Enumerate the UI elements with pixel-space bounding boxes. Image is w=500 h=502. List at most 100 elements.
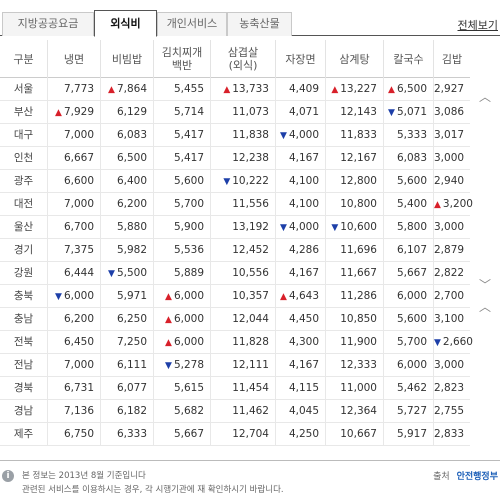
price-cell-samgyeopsal: 10,556 xyxy=(211,262,276,285)
price-cell-samgyeopsal: 11,462 xyxy=(211,400,276,423)
price-cell-kalguksu: 5,700 xyxy=(384,331,434,354)
price-value: 7,375 xyxy=(63,244,94,256)
price-value: 3,200 xyxy=(442,198,473,210)
price-value: 3,086 xyxy=(434,106,465,118)
category-tabs: 지방공공요금 외식비 개인서비스 농축산물 전체보기 xyxy=(0,0,500,37)
table-row: 인천 6,667 6,500 5,417 12,238 4,167 12,167 6,083 3… xyxy=(0,147,470,170)
price-value: 7,929 xyxy=(63,106,94,118)
triangle-down-icon: ▼ xyxy=(280,131,287,141)
chevron-up-icon[interactable]: ︿ xyxy=(478,90,491,104)
price-cell-kalguksu: 5,600 xyxy=(384,170,434,193)
price-value: 5,889 xyxy=(173,267,204,279)
price-table: 구분 냉면 비빔밥 김치찌개 백반 삼겹살 (외식) 자장면 삼계탕 칼국수 김밥 서울 7,773 ▲… xyxy=(0,40,500,458)
table-row: 강원 6,444 ▼ 5,500 5,889 10,556 4,167 11,667 5,667… xyxy=(0,262,470,285)
price-value: 3,017 xyxy=(434,129,465,141)
price-value: 2,700 xyxy=(434,290,465,302)
price-cell-gimbap: 2,822 xyxy=(434,262,470,285)
price-value: 6,400 xyxy=(116,175,147,187)
table-row: 대구 7,000 6,083 5,417 11,838 ▼ 4,000 11,833 5,333… xyxy=(0,124,470,147)
tab-agricultural-products[interactable]: 농축산물 xyxy=(227,12,292,36)
price-cell-naengmyeon: 7,375 xyxy=(48,239,101,262)
column-header-region: 구분 xyxy=(0,40,48,78)
region-cell: 광주 xyxy=(0,170,48,193)
price-value: 7,864 xyxy=(116,83,147,95)
price-cell-bibimbap: 6,250 xyxy=(101,308,154,331)
price-cell-gimbap: 2,927 xyxy=(434,78,470,101)
triangle-down-icon: ▼ xyxy=(331,223,339,233)
price-value: 3,000 xyxy=(434,152,465,164)
price-value: 5,536 xyxy=(173,244,204,256)
table-row: 울산 6,700 5,880 5,900 13,192 ▼ 4,000 ▼ 10,600 5,80… xyxy=(0,216,470,239)
price-value: 11,838 xyxy=(232,129,269,141)
price-cell-jajangmyeon: 4,167 xyxy=(276,262,326,285)
price-cell-bibimbap: 6,182 xyxy=(101,400,154,423)
price-cell-gimbap: 3,000 xyxy=(434,354,470,377)
price-cell-jajangmyeon: 4,409 xyxy=(276,78,326,101)
price-cell-kimchi-stew: 5,417 xyxy=(154,124,211,147)
price-cell-jajangmyeon: 4,286 xyxy=(276,239,326,262)
price-value: 12,364 xyxy=(340,405,377,417)
price-value: 6,333 xyxy=(116,428,147,440)
price-value: 4,045 xyxy=(288,405,319,417)
price-cell-bibimbap: 6,200 xyxy=(101,193,154,216)
triangle-up-icon: ▲ xyxy=(165,292,172,302)
price-value: 5,700 xyxy=(396,336,427,348)
view-all-link[interactable]: 전체보기 xyxy=(457,19,498,32)
price-cell-samgyetang: 11,833 xyxy=(326,124,384,147)
chevron-down-icon[interactable]: ﹀ xyxy=(478,278,491,292)
price-value: 6,129 xyxy=(116,106,147,118)
source-link[interactable]: 안전행정부 xyxy=(456,472,498,482)
column-header-naengmyeon: 냉면 xyxy=(48,40,101,78)
price-cell-naengmyeon: ▲ 7,929 xyxy=(48,101,101,124)
price-value: 5,462 xyxy=(396,382,427,394)
table-row: 경남 7,136 6,182 5,682 11,462 4,045 12,364 5,727 2… xyxy=(0,400,470,423)
price-value: 4,000 xyxy=(288,221,319,233)
price-value: 5,615 xyxy=(173,382,204,394)
price-cell-bibimbap: 5,982 xyxy=(101,239,154,262)
tab-personal-services[interactable]: 개인서비스 xyxy=(157,12,227,36)
price-cell-kimchi-stew: 5,700 xyxy=(154,193,211,216)
triangle-up-icon: ▲ xyxy=(280,292,287,302)
price-value: 7,000 xyxy=(63,129,94,141)
price-value: 5,600 xyxy=(396,175,427,187)
price-value: 6,450 xyxy=(63,336,94,348)
vertical-scrollbar[interactable]: ︿ ﹀ ︿ ﹀ xyxy=(472,78,500,458)
price-value: 4,071 xyxy=(288,106,319,118)
chevron-up-icon[interactable]: ︿ xyxy=(478,300,491,314)
price-cell-kalguksu: 6,000 xyxy=(384,354,434,377)
triangle-down-icon: ▼ xyxy=(55,292,62,302)
price-cell-jajangmyeon: ▼ 4,000 xyxy=(276,216,326,239)
price-value: 6,000 xyxy=(63,290,94,302)
price-cell-samgyetang: 12,167 xyxy=(326,147,384,170)
price-value: 11,000 xyxy=(340,382,377,394)
price-cell-samgyeopsal: 13,192 xyxy=(211,216,276,239)
column-header-gimbap: 김밥 xyxy=(441,52,463,66)
price-cell-kalguksu: 5,727 xyxy=(384,400,434,423)
triangle-down-icon: ▼ xyxy=(165,361,172,371)
price-value: 2,927 xyxy=(434,83,465,95)
price-value: 2,823 xyxy=(434,382,465,394)
price-cell-bibimbap: 5,880 xyxy=(101,216,154,239)
price-cell-bibimbap: ▼ 5,500 xyxy=(101,262,154,285)
price-value: 5,278 xyxy=(173,359,204,371)
price-value: 10,222 xyxy=(232,175,269,187)
price-value: 6,000 xyxy=(396,290,427,302)
region-cell: 강원 xyxy=(0,262,48,285)
price-cell-jajangmyeon: 4,045 xyxy=(276,400,326,423)
price-value: 6,083 xyxy=(116,129,147,141)
price-cell-jajangmyeon: ▲ 4,643 xyxy=(276,285,326,308)
tab-public-fees[interactable]: 지방공공요금 xyxy=(2,12,94,36)
triangle-up-icon: ▲ xyxy=(434,200,441,210)
price-cell-gimbap: 2,940 xyxy=(434,170,470,193)
triangle-up-icon: ▲ xyxy=(331,85,339,95)
region-cell: 인천 xyxy=(0,147,48,170)
tab-dining-out[interactable]: 외식비 xyxy=(94,10,157,37)
region-cell: 부산 xyxy=(0,101,48,124)
price-value: 6,250 xyxy=(116,313,147,325)
price-cell-samgyeopsal: ▲ 13,733 xyxy=(211,78,276,101)
price-value: 2,940 xyxy=(434,175,465,187)
price-value: 4,167 xyxy=(288,359,319,371)
price-cell-gimbap: 3,100 xyxy=(434,308,470,331)
price-value: 11,900 xyxy=(340,336,377,348)
price-cell-kimchi-stew: 5,417 xyxy=(154,147,211,170)
